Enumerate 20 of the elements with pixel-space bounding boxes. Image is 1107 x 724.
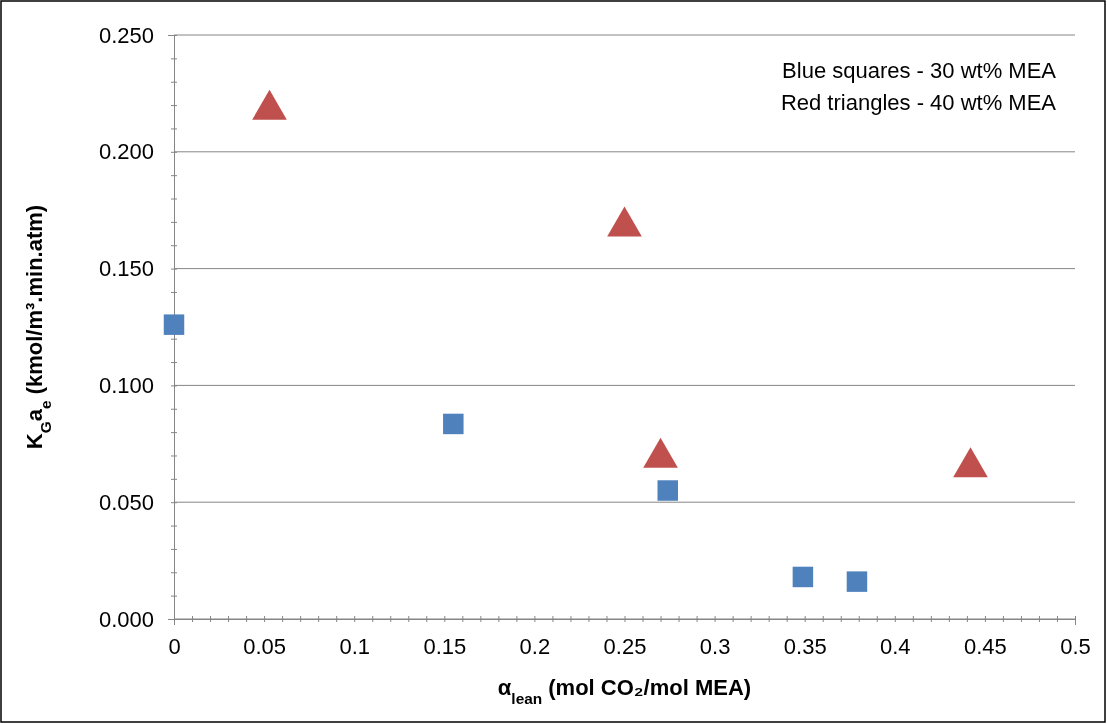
- annotation: Red triangles - 40 wt% MEA: [780, 90, 1057, 115]
- x-tick-label: 0.1: [339, 634, 370, 660]
- x-tick-label: 0.2: [519, 634, 551, 660]
- y-tick-label: 0.150: [98, 256, 154, 282]
- y-tick-label: 0.200: [98, 139, 154, 165]
- x-tick-label: 0.45: [963, 634, 1007, 660]
- y-tick-label: 0.000: [98, 606, 154, 632]
- x-tick-label: 0.35: [783, 634, 827, 660]
- x-tick-label: 0.4: [880, 634, 911, 660]
- x-axis-title: α$_{lean}$ (mol CO₂/mol MEA): [497, 675, 752, 707]
- y-tick-label: 0.250: [98, 22, 154, 48]
- x-tick-label: 0: [168, 634, 181, 660]
- y-tick-label: 0.050: [98, 489, 154, 515]
- x-tick-label: 0.15: [423, 634, 467, 660]
- x-tick-label: 0.3: [699, 634, 731, 660]
- x-tick-label: 0.25: [603, 634, 647, 660]
- x-tick-label: 0.5: [1060, 634, 1091, 660]
- annotation: Blue squares - 30 wt% MEA: [782, 58, 1057, 83]
- x-tick-label: 0.05: [243, 634, 287, 660]
- y-tick-label: 0.100: [98, 372, 154, 398]
